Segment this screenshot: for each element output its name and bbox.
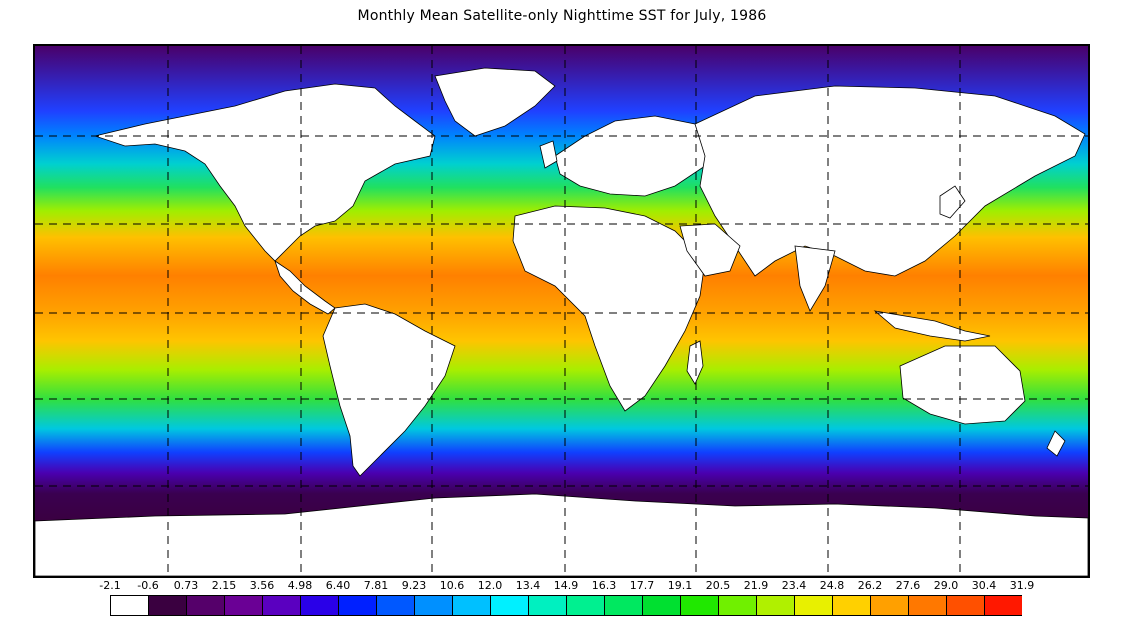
central-america bbox=[274, 260, 336, 315]
colorbar-swatch bbox=[338, 595, 377, 616]
colorbar-swatch bbox=[680, 595, 719, 616]
colorbar-tick-label: 21.9 bbox=[743, 579, 769, 592]
colorbar-swatch bbox=[946, 595, 985, 616]
colorbar-swatch bbox=[490, 595, 529, 616]
colorbar-swatch bbox=[566, 595, 605, 616]
antarctica bbox=[35, 493, 1088, 576]
colorbar-tick-label: 13.4 bbox=[515, 579, 541, 592]
colorbar-swatch bbox=[452, 595, 491, 616]
colorbar-tick-label: -0.6 bbox=[137, 579, 159, 592]
colorbar-tick-label: 0.73 bbox=[173, 579, 199, 592]
australia bbox=[899, 345, 1026, 425]
colorbar-swatch bbox=[414, 595, 453, 616]
landmasses bbox=[35, 67, 1088, 576]
north-america bbox=[93, 83, 436, 262]
colorbar-tick-label: 19.1 bbox=[667, 579, 693, 592]
colorbar-swatch bbox=[376, 595, 415, 616]
colorbar-swatch bbox=[186, 595, 225, 616]
colorbar-swatch bbox=[794, 595, 833, 616]
colorbar-tick-label: 31.9 bbox=[1009, 579, 1035, 592]
colorbar-swatch bbox=[870, 595, 909, 616]
colorbar-swatch bbox=[718, 595, 757, 616]
colorbar-tick-label: 23.4 bbox=[781, 579, 807, 592]
colorbar-tick-label: 17.7 bbox=[629, 579, 655, 592]
colorbar bbox=[110, 595, 1022, 616]
map-title: Monthly Mean Satellite-only Nighttime SS… bbox=[357, 8, 767, 24]
colorbar-swatch bbox=[224, 595, 263, 616]
colorbar-swatch bbox=[148, 595, 187, 616]
colorbar-swatch bbox=[908, 595, 947, 616]
greenland bbox=[434, 67, 556, 137]
new-zealand bbox=[1046, 430, 1066, 457]
colorbar-tick-label: 26.2 bbox=[857, 579, 883, 592]
colorbar-tick-label: 30.4 bbox=[971, 579, 997, 592]
colorbar-tick-label: 29.0 bbox=[933, 579, 959, 592]
colorbar-swatch bbox=[110, 595, 149, 616]
colorbar-swatch bbox=[832, 595, 871, 616]
colorbar-tick-label: 12.0 bbox=[477, 579, 503, 592]
colorbar-swatch bbox=[756, 595, 795, 616]
colorbar-tick-label: 2.15 bbox=[211, 579, 237, 592]
madagascar bbox=[686, 340, 704, 385]
colorbar-labels: -2.1 -0.6 0.73 2.15 3.56 4.98 6.40 7.81 9.23 10.6… bbox=[0, 579, 1124, 595]
sst-map-svg bbox=[35, 46, 1088, 576]
colorbar-swatch bbox=[984, 595, 1022, 616]
japan bbox=[939, 185, 966, 219]
colorbar-tick-label: 24.8 bbox=[819, 579, 845, 592]
colorbar-swatch bbox=[262, 595, 301, 616]
british-isles bbox=[539, 140, 558, 169]
colorbar-tick-label: 9.23 bbox=[401, 579, 427, 592]
graticule bbox=[35, 46, 1088, 576]
sst-map bbox=[33, 44, 1090, 578]
indonesia bbox=[873, 310, 991, 342]
south-america bbox=[322, 303, 456, 477]
colorbar-tick-label: 6.40 bbox=[325, 579, 351, 592]
colorbar-tick-label: 27.6 bbox=[895, 579, 921, 592]
colorbar-tick-label: 4.98 bbox=[287, 579, 313, 592]
colorbar-tick-label: 3.56 bbox=[249, 579, 275, 592]
colorbar-swatch bbox=[642, 595, 681, 616]
colorbar-swatch bbox=[300, 595, 339, 616]
colorbar-tick-label: -2.1 bbox=[99, 579, 121, 592]
colorbar-tick-label: 10.6 bbox=[439, 579, 465, 592]
india bbox=[794, 245, 836, 312]
colorbar-tick-label: 16.3 bbox=[591, 579, 617, 592]
colorbar-tick-label: 14.9 bbox=[553, 579, 579, 592]
africa bbox=[512, 205, 706, 412]
colorbar-swatch bbox=[528, 595, 567, 616]
colorbar-swatch bbox=[604, 595, 643, 616]
colorbar-tick-label: 7.81 bbox=[363, 579, 389, 592]
colorbar-tick-label: 20.5 bbox=[705, 579, 731, 592]
